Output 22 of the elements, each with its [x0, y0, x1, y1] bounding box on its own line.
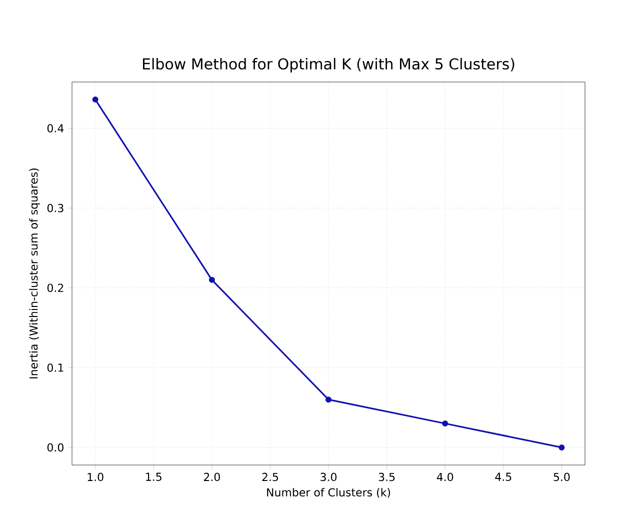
x-tick-label: 2.0	[204, 472, 220, 482]
x-tick-label: 3.5	[378, 472, 395, 482]
x-tick-label: 1.5	[146, 472, 162, 481]
y-tick-label: 0.4	[47, 124, 64, 132]
point	[442, 420, 448, 427]
x-axis-title: Number of Clusters (k)	[267, 488, 390, 498]
x-tick-label: 1.0	[88, 472, 104, 482]
y-tick-label: 0.1	[47, 364, 64, 372]
x-tick-label: 4.5	[495, 472, 512, 481]
point	[208, 276, 215, 283]
point	[326, 396, 332, 403]
y-axis-title: Inertia (Within-cluster sum of squares)	[29, 168, 40, 378]
y-tick-label: 0.0	[47, 443, 64, 452]
y-tick-label: 0.2	[47, 284, 64, 292]
y-tick-label: 0.3	[47, 204, 64, 212]
x-tick-label: 5.0	[554, 472, 570, 482]
x-tick-label: 2.5	[262, 472, 278, 482]
chart-title: Elbow Method for Optimal K (with Max 5 Clusters)	[142, 58, 514, 72]
x-tick-label: 3.0	[320, 472, 337, 482]
point	[92, 96, 98, 103]
point	[558, 444, 565, 450]
x-tick-label: 4.0	[436, 472, 454, 482]
